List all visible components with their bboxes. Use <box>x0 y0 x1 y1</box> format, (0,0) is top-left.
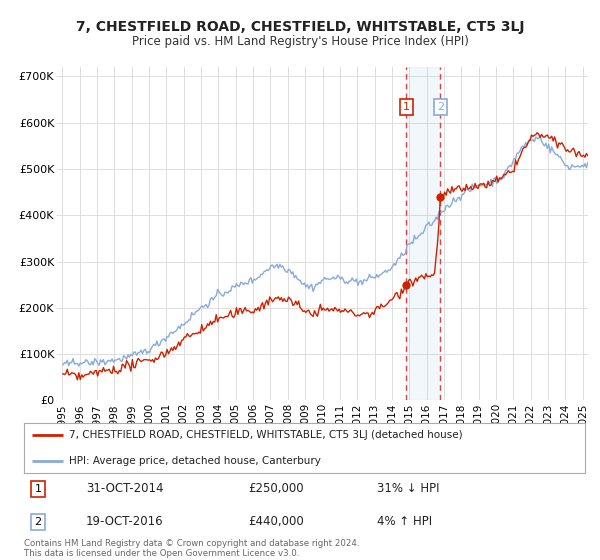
Text: 1: 1 <box>35 484 41 494</box>
Text: 31-OCT-2014: 31-OCT-2014 <box>86 482 163 496</box>
Text: 19-OCT-2016: 19-OCT-2016 <box>86 515 163 529</box>
Text: £440,000: £440,000 <box>248 515 304 529</box>
Text: 4% ↑ HPI: 4% ↑ HPI <box>377 515 433 529</box>
Bar <box>406 67 440 400</box>
Text: 7, CHESTFIELD ROAD, CHESTFIELD, WHITSTABLE, CT5 3LJ: 7, CHESTFIELD ROAD, CHESTFIELD, WHITSTAB… <box>76 20 524 34</box>
Text: 7, CHESTFIELD ROAD, CHESTFIELD, WHITSTABLE, CT5 3LJ (detached house): 7, CHESTFIELD ROAD, CHESTFIELD, WHITSTAB… <box>69 431 463 440</box>
Text: Price paid vs. HM Land Registry's House Price Index (HPI): Price paid vs. HM Land Registry's House … <box>131 35 469 48</box>
Text: HPI: Average price, detached house, Canterbury: HPI: Average price, detached house, Cant… <box>69 456 321 465</box>
Text: 2: 2 <box>34 517 41 527</box>
Text: 31% ↓ HPI: 31% ↓ HPI <box>377 482 440 496</box>
Text: 2: 2 <box>437 102 444 112</box>
Text: £250,000: £250,000 <box>248 482 304 496</box>
Text: 1: 1 <box>403 102 410 112</box>
Text: Contains HM Land Registry data © Crown copyright and database right 2024.
This d: Contains HM Land Registry data © Crown c… <box>24 539 359 558</box>
